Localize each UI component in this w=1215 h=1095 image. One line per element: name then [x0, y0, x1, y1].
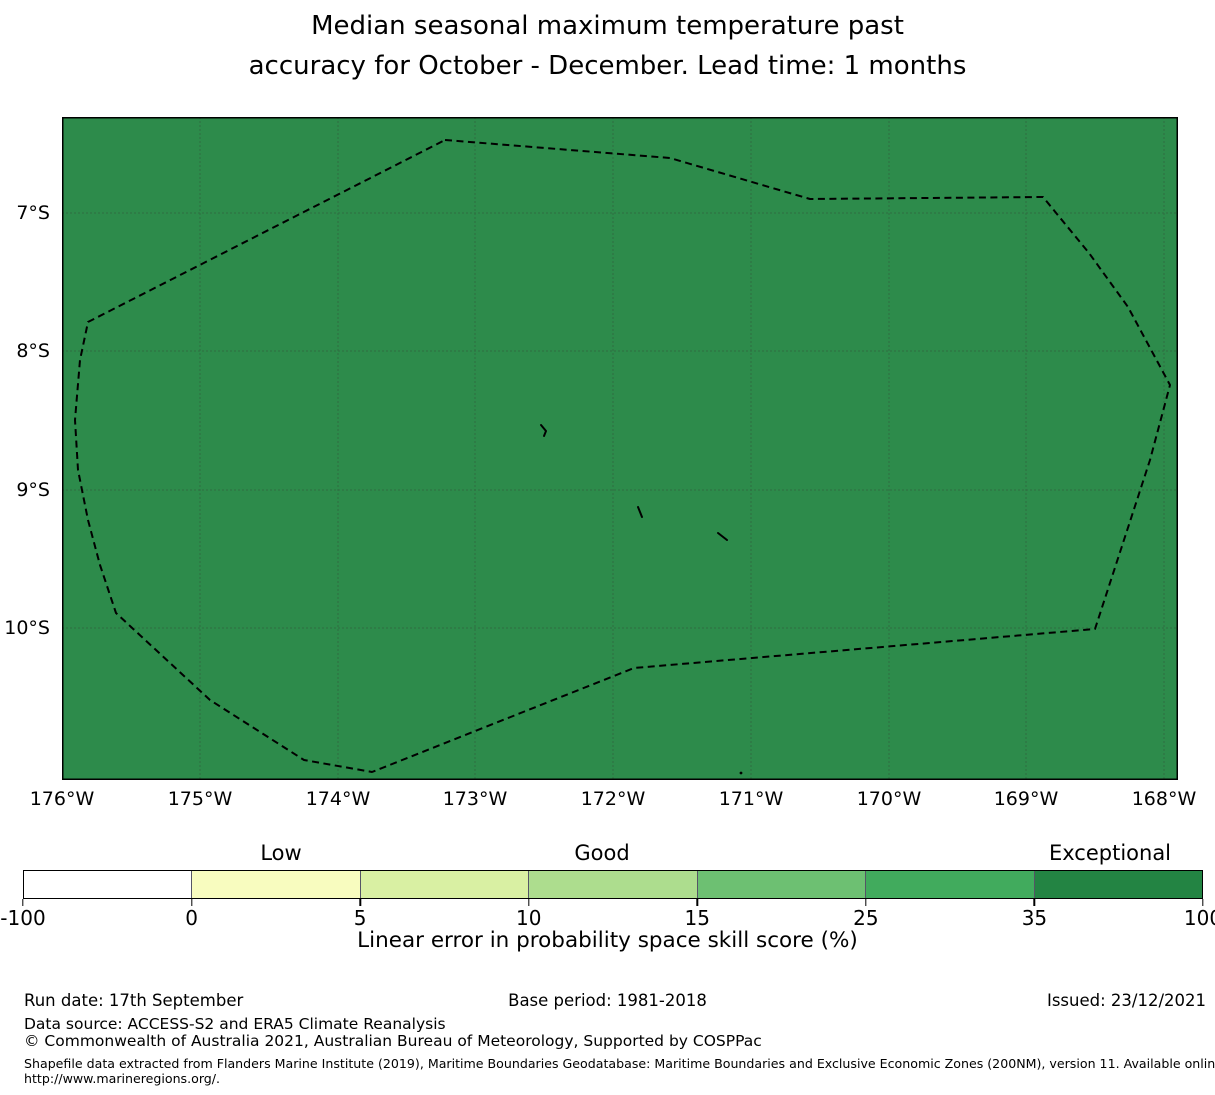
y-tick-label: 10°S: [4, 617, 50, 639]
base-period-value: Base period: 1981-2018: [508, 991, 707, 1010]
colorbar-caption: Linear error in probability space skill …: [357, 928, 858, 953]
colorbar-segment: [865, 871, 1034, 898]
quality-label: Good: [574, 841, 630, 865]
colorbar-tick: [865, 899, 867, 906]
issued-text: Issued: 23/12/2021: [1046, 991, 1206, 1010]
colorbar-tick-label: 35: [1021, 906, 1048, 930]
shapefile-note-line2: http://www.marineregions.org/.: [24, 1071, 221, 1086]
colorbar: [23, 870, 1203, 899]
colorbar-tick-label: -100: [0, 906, 46, 930]
colorbar-tick-label: 25: [853, 906, 879, 930]
island-mark: [540, 424, 547, 437]
colorbar-tick: [528, 899, 530, 906]
x-tick-label: 173°W: [442, 788, 508, 810]
x-tick-label: 174°W: [305, 788, 371, 810]
y-tick-label: 9°S: [16, 479, 50, 501]
data-source-text: Data source: ACCESS-S2 and ERA5 Climate …: [24, 1015, 446, 1033]
copyright-text: © Commonwealth of Australia 2021, Austra…: [24, 1032, 762, 1050]
island-dot: [739, 771, 743, 775]
figure-title: Median seasonal maximum temperature past…: [0, 6, 1215, 86]
shapefile-note-line1: Shapefile data extracted from Flanders M…: [24, 1056, 1215, 1071]
figure-title-line1: Median seasonal maximum temperature past: [311, 11, 904, 41]
run-date-text: Run date: 17th September: [24, 991, 244, 1010]
colorbar-tick: [190, 899, 193, 906]
y-tick-label: 7°S: [16, 202, 50, 224]
colorbar-segment: [191, 871, 360, 898]
map-canvas: [62, 117, 1178, 780]
map-background: [62, 117, 1178, 780]
x-tick-label: 171°W: [718, 788, 784, 810]
map-border: [62, 117, 1178, 780]
island-mark: [717, 532, 728, 541]
figure-title-line2: accuracy for October - December. Lead ti…: [248, 51, 967, 81]
colorbar-tick-label: 0: [185, 906, 198, 930]
quality-label: Low: [260, 841, 302, 865]
colorbar-tick: [1202, 899, 1204, 906]
x-tick-label: 170°W: [856, 788, 922, 810]
colorbar-tick: [1033, 899, 1036, 906]
colorbar-tick-label: 100: [1183, 906, 1215, 930]
x-tick-label: 175°W: [167, 788, 233, 810]
colorbar-segment: [1033, 871, 1202, 898]
colorbar-tick: [696, 899, 698, 906]
colorbar-tick: [22, 899, 24, 906]
colorbar-segment: [24, 871, 192, 898]
y-tick-label: 8°S: [16, 340, 50, 362]
colorbar-segment: [528, 871, 697, 898]
colorbar-tick-label: 5: [353, 906, 367, 930]
base-period-text: Base period: 1981-2018: [0, 991, 1215, 1010]
colorbar-segment: [696, 871, 866, 898]
eez-boundary: [74, 139, 1171, 773]
x-tick-label: 176°W: [29, 788, 95, 810]
colorbar-segment: [359, 871, 529, 898]
x-tick-label: 172°W: [580, 788, 646, 810]
colorbar-tick-label: 15: [684, 906, 711, 930]
quality-label: Exceptional: [1048, 841, 1172, 865]
x-tick-label: 169°W: [993, 788, 1059, 810]
colorbar-tick: [359, 899, 361, 906]
colorbar-tick-label: 10: [515, 906, 542, 930]
x-tick-label: 168°W: [1131, 788, 1197, 810]
island-mark: [637, 506, 643, 518]
